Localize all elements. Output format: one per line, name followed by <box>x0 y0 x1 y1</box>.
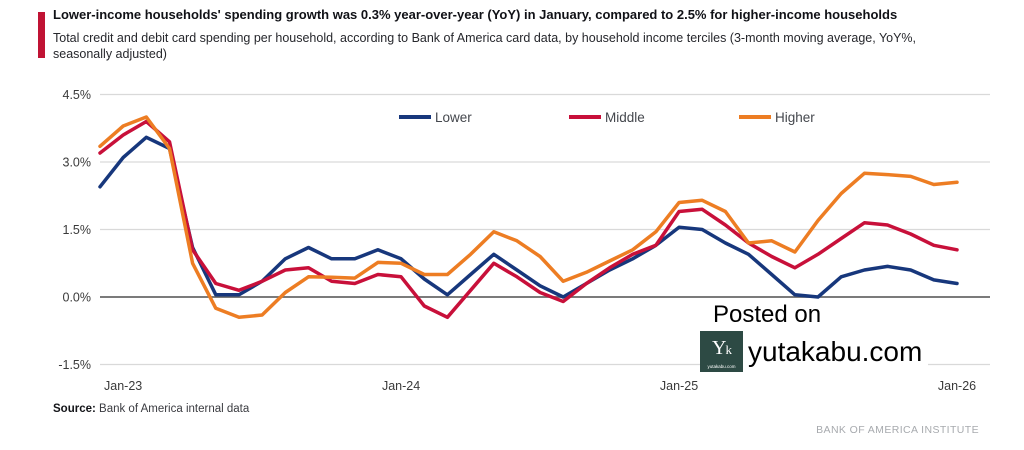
source-text: Bank of America internal data <box>95 403 250 415</box>
x-axis-tick-label: Jan-23 <box>104 379 142 393</box>
series-line-lower <box>98 135 959 299</box>
watermark-row: Yk yutakabu.com yutakabu.com <box>700 331 929 372</box>
y-axis-tick-label: 4.5% <box>63 88 92 102</box>
yutakabu-logo-caption: yutakabu.com <box>707 364 736 369</box>
yutakabu-monogram: Yk <box>712 337 732 359</box>
legend-label-middle: Middle <box>605 110 645 125</box>
title-accent-bar <box>38 12 45 58</box>
institute-label: BANK OF AMERICA INSTITUTE <box>816 424 979 436</box>
y-axis-tick-label: 3.0% <box>63 156 92 170</box>
source-note: Source: Bank of America internal data <box>53 403 249 415</box>
y-axis-tick-label: -1.5% <box>58 358 91 372</box>
y-axis-tick-label: 0.0% <box>63 291 92 305</box>
x-axis-tick-label: Jan-24 <box>382 379 420 393</box>
source-label: Source: <box>53 403 96 415</box>
legend-label-lower: Lower <box>435 110 472 125</box>
y-axis-tick-label: 1.5% <box>63 223 92 237</box>
watermark: Posted on Yk yutakabu.com yutakabu.com <box>700 300 929 372</box>
watermark-posted-on-text: Posted on <box>708 300 827 329</box>
legend-label-higher: Higher <box>775 110 815 125</box>
x-axis-tick-label: Jan-25 <box>660 379 698 393</box>
series-line-middle <box>98 119 959 320</box>
chart-title: Lower-income households' spending growth… <box>53 7 898 22</box>
watermark-site-text: yutakabu.com <box>748 335 923 368</box>
series-line-higher <box>98 115 959 320</box>
yutakabu-logo: Yk yutakabu.com <box>700 331 743 372</box>
chart-subtitle: Total credit and debit card spending per… <box>53 31 917 61</box>
x-axis-tick-label: Jan-26 <box>938 379 976 393</box>
